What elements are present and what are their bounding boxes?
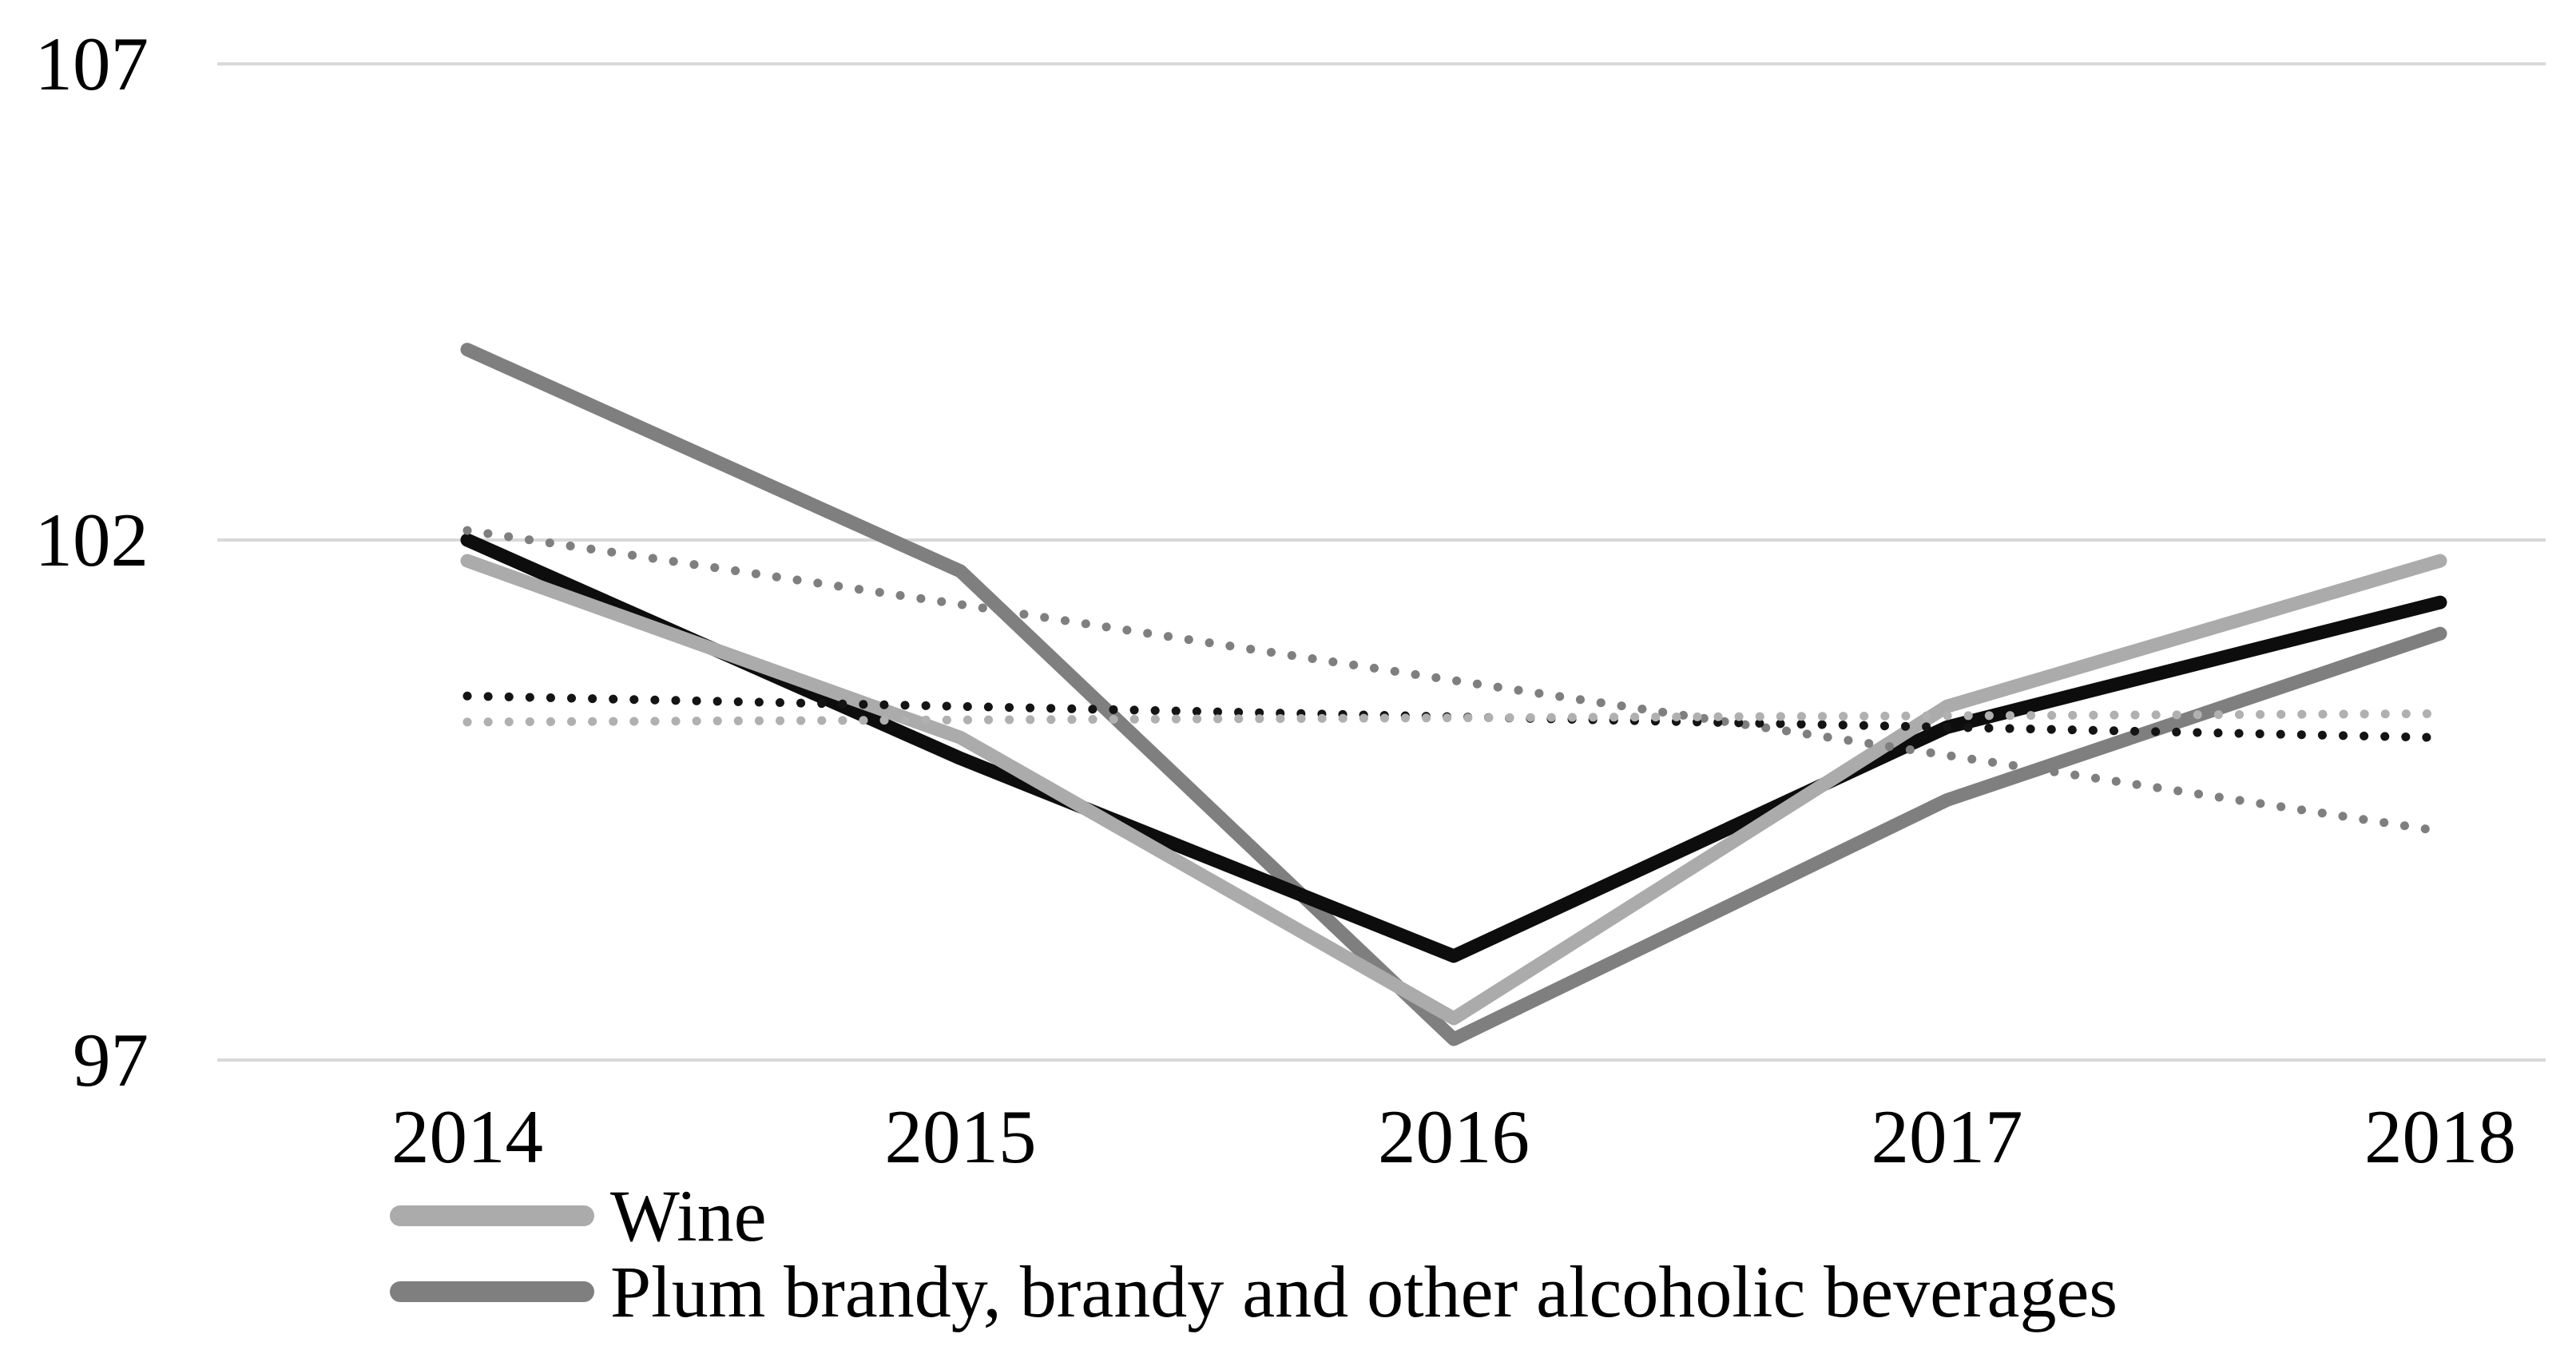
x-axis-tick-2017: 2017: [1871, 1094, 2023, 1179]
y-axis-tick-107: 107: [35, 22, 149, 106]
legend-item-wine: Wine: [390, 1179, 2118, 1253]
wine-legend-label: Wine: [610, 1175, 767, 1257]
legend: Wine Plum brandy, brandy and other alcoh…: [390, 1179, 2118, 1328]
series-line-trend-black-series: [462, 691, 2445, 742]
series-line-trend-plum-brandy: [462, 526, 2445, 836]
plum-brandy-legend-swatch: [390, 1281, 594, 1302]
y-axis-tick-102: 102: [35, 498, 149, 582]
x-axis-tick-2014: 2014: [391, 1094, 543, 1179]
y-axis-tick-97: 97: [73, 1018, 149, 1102]
series-line-black-series: [460, 533, 2447, 963]
x-axis-tick-2015: 2015: [885, 1094, 1037, 1179]
series-line-plum-brandy: [460, 343, 2447, 1046]
wine-legend-swatch: [390, 1205, 594, 1226]
x-axis-tick-2018: 2018: [2364, 1094, 2516, 1179]
x-axis-tick-2016: 2016: [1378, 1094, 1530, 1179]
series-line-trend-wine: [462, 709, 2445, 727]
legend-item-plum-brandy: Plum brandy, brandy and other alcoholic …: [390, 1255, 2118, 1328]
plum-brandy-legend-label: Plum brandy, brandy and other alcoholic …: [610, 1251, 2118, 1332]
series-line-wine: [460, 554, 2447, 1026]
